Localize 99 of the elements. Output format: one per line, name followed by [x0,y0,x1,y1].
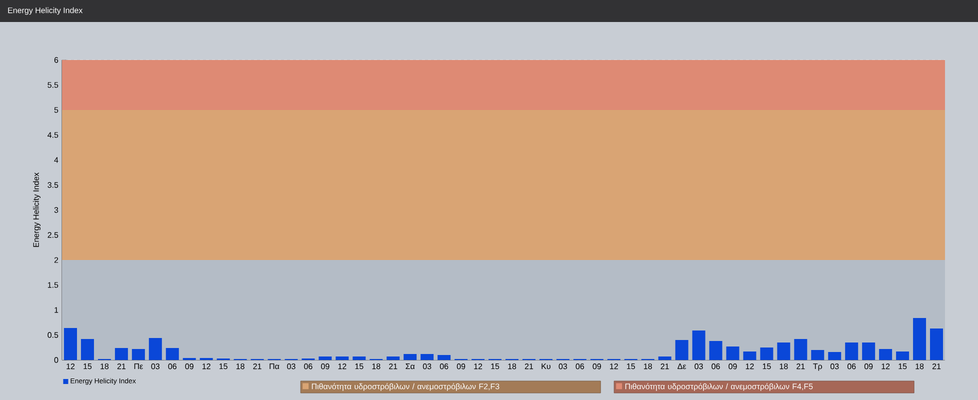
y-tick-label: 0.5 [48,332,58,338]
x-tick-label: 15 [627,364,635,370]
bar [760,348,774,360]
x-tick-label: 03 [558,364,568,370]
x-tick-label: Τρ [813,364,822,371]
y-tick-label: 2.5 [48,232,58,238]
x-tick-label: 03 [422,364,432,370]
x-tick-label: 09 [456,364,466,370]
chart-title: Energy Helicity Index [8,7,83,15]
bar [743,352,756,360]
bar [148,338,162,360]
x-tick-label: 12 [474,364,482,370]
bar [709,341,722,360]
x-tick-label: 09 [728,364,737,370]
x-tick-label: 12 [202,364,210,370]
bar [132,349,145,360]
x-tick-label: 09 [592,364,601,370]
bar [386,356,400,360]
x-tick-label: 15 [491,364,500,370]
y-tick-label: 4.5 [48,132,58,138]
x-tick-label: 18 [780,364,788,370]
legend-label: Πιθανότητα υδροστρόβιλων / ανεμοστρόβιλων F4,F5 [625,383,813,391]
y-tick-label: 2 [54,257,58,263]
x-tick-label: 18 [644,364,652,370]
x-tick-label: 06 [168,364,176,370]
bar [913,318,926,360]
x-tick-label: 15 [219,364,228,370]
y-tick-label: 3 [54,207,58,213]
x-tick-label: 21 [389,364,398,370]
y-tick-label: 3.5 [48,182,58,188]
bar [675,340,688,360]
x-tick-label: 12 [338,364,346,370]
x-tick-label: Κυ [542,364,550,370]
bar [879,349,892,360]
x-tick-label: 21 [660,364,669,370]
bar [336,356,349,360]
x-tick-label: 09 [321,364,330,370]
x-tick-label: 06 [440,364,448,370]
x-tick-label: 21 [796,364,805,370]
x-tick-label: Σα [406,364,415,370]
y-tick-label: 1 [54,307,58,313]
x-tick-label: 15 [898,364,907,370]
x-tick-label: 06 [847,364,856,370]
x-tick-label: 09 [864,364,873,370]
bar [352,356,366,360]
x-tick-label: 21 [932,364,941,370]
x-tick-label: 18 [916,364,924,370]
x-tick-label: Δε [678,364,686,370]
y-tick-label: 6 [54,57,58,63]
bar [930,328,944,360]
x-tick-label: 03 [287,364,296,370]
bar [438,355,451,360]
bar [726,346,740,360]
bar [64,328,77,360]
x-tick-label: 09 [185,364,194,370]
y-tick-label: 5.5 [48,82,58,88]
x-tick-label: 21 [253,364,262,370]
x-tick-label: 21 [117,364,126,370]
x-tick-label: 06 [712,364,720,370]
x-tick-label: 18 [372,364,380,370]
x-tick-label: 18 [508,364,516,370]
x-tick-label: 15 [355,364,364,370]
bar [811,350,824,360]
x-tick-label: 18 [236,364,244,370]
x-tick-label: 12 [610,364,618,370]
x-tick-label: 18 [100,364,109,370]
x-tick-label: 12 [882,364,890,370]
x-tick-label: 03 [151,364,160,370]
bar [114,348,128,360]
bar [777,342,790,360]
y-tick-label: 0 [54,357,58,363]
bar [896,352,910,360]
y-axis-title: Energy Helicity Index [33,172,40,247]
x-tick-label: 12 [746,364,754,370]
bar [318,356,332,360]
bar [658,356,672,360]
bar [80,339,94,360]
x-tick-label: 06 [304,364,312,370]
y-tick-label: 4 [54,157,58,163]
x-tick-label: Πα [270,364,280,370]
y-tick-label: 1.5 [48,282,58,288]
bar [794,339,808,360]
bar [166,348,179,360]
bar [420,354,434,360]
bar [692,330,706,360]
x-tick-label: 12 [66,364,75,370]
x-tick-label: 15 [762,364,771,370]
x-tick-label: 21 [524,364,534,370]
x-tick-label: Πε [134,364,143,370]
x-tick-label: 06 [576,364,584,370]
bar [404,354,417,360]
legend-label: Πιθανότητα υδροστρόβιλων / ανεμοστρόβιλων F2,F3 [312,383,500,391]
x-tick-label: 15 [84,364,92,370]
y-tick-label: 5 [54,107,58,113]
x-tick-label: 03 [694,364,703,370]
bar [845,342,858,360]
x-tick-label: 03 [830,364,839,370]
bar [828,352,842,360]
bar [862,342,876,360]
